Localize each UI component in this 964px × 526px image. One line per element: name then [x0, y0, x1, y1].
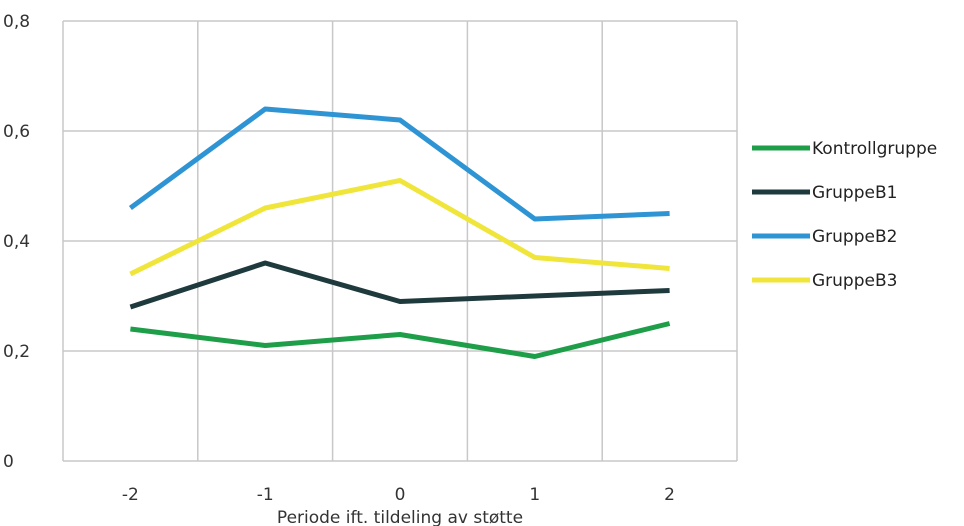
x-tick-label: 1 — [529, 485, 540, 505]
series-line-kontrollgruppe — [130, 321, 671, 359]
y-tick-label: 0,6 — [3, 122, 30, 142]
legend: Kontrollgruppe GruppeB1 GruppeB2 GruppeB3 — [752, 139, 937, 291]
legend-label-gruppeb3: GruppeB3 — [812, 271, 897, 291]
legend-label-kontrollgruppe: Kontrollgruppe — [812, 139, 937, 159]
x-tick-label: -2 — [122, 485, 139, 505]
y-tick-label: 0,8 — [3, 12, 30, 32]
x-axis-ticks: -2 -1 0 1 2 — [122, 485, 675, 505]
series-line-gruppeb2 — [128, 106, 670, 222]
legend-label-gruppeb1: GruppeB1 — [812, 183, 897, 203]
x-tick-label: 2 — [664, 485, 675, 505]
series-lines — [128, 106, 671, 359]
grid-lines — [62, 20, 738, 462]
y-tick-label: 0 — [3, 452, 14, 472]
y-tick-label: 0,2 — [3, 342, 30, 362]
y-axis-ticks: 0 0,2 0,4 0,6 0,8 — [3, 12, 30, 472]
series-line-gruppeb1 — [129, 260, 670, 310]
legend-label-gruppeb2: GruppeB2 — [812, 227, 897, 247]
series-line-gruppeb3 — [129, 178, 670, 277]
x-tick-label: -1 — [257, 485, 274, 505]
x-axis-title: Periode ift. tildeling av støtte — [277, 508, 523, 526]
x-tick-label: 0 — [395, 485, 406, 505]
y-tick-label: 0,4 — [3, 232, 30, 252]
